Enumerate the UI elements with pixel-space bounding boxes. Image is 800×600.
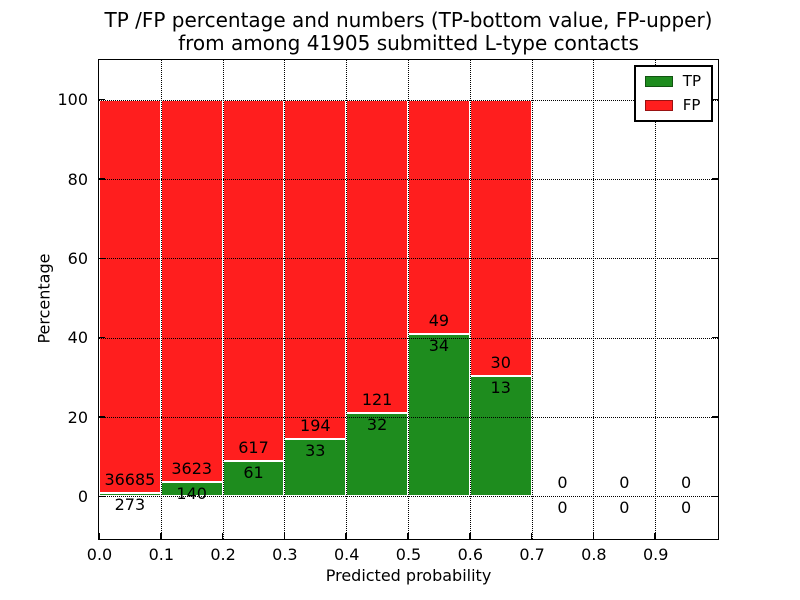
y-tick-label: 80 <box>67 169 88 189</box>
x-tick-label: 0.2 <box>210 545 236 564</box>
bar-value-label-fp: 0 <box>619 473 630 493</box>
fp-legend-swatch <box>644 100 673 111</box>
bar-value-label-fp: 30 <box>490 353 511 373</box>
bar-value-label-tp: 32 <box>366 415 388 435</box>
y-tick-label: 40 <box>67 328 88 348</box>
bar-value-label-tp: 140 <box>176 483 207 503</box>
tp-legend-swatch <box>644 76 673 87</box>
v-gridline <box>408 60 409 539</box>
y-tick-label: 0 <box>77 486 88 506</box>
x-tick-label: 0.5 <box>395 545 422 564</box>
x-tick-label: 0.6 <box>457 545 484 564</box>
chart-title-line-2: from among 41905 submitted L-type contac… <box>178 31 639 55</box>
x-tick-label: 0.3 <box>272 545 298 564</box>
v-gridline <box>469 60 471 539</box>
bar-value-label-fp: 121 <box>361 390 393 410</box>
legend-row-fp: FP <box>644 96 701 114</box>
bar-value-label-tp: 0 <box>557 498 568 518</box>
v-gridline <box>593 60 595 539</box>
legend-row-tp: TP <box>644 72 701 90</box>
bar-value-label-fp: 49 <box>428 310 450 330</box>
y-tick-label: 60 <box>67 248 88 268</box>
bar-value-label-fp: 0 <box>557 473 568 493</box>
bar-segment-fp <box>160 99 223 482</box>
v-gridline <box>531 60 533 539</box>
bar-value-label-tp: 0 <box>681 498 692 518</box>
x-tick-label: 0.1 <box>148 545 175 564</box>
v-gridline <box>222 60 224 539</box>
bar-segment-tp <box>284 438 347 497</box>
chart-title-line-1: TP /FP percentage and numbers (TP-bottom… <box>104 8 713 32</box>
bar-segment-fp <box>284 99 347 439</box>
bar-value-label-fp: 36685 <box>104 470 156 490</box>
bar-segment-fp <box>222 99 285 461</box>
x-tick-label: 0.7 <box>519 545 545 564</box>
v-gridline <box>655 60 657 539</box>
bar-segment-fp <box>99 99 161 494</box>
bar-value-label-tp: 34 <box>428 335 450 355</box>
bar-value-label-fp: 194 <box>300 415 331 435</box>
bar-value-label-tp: 13 <box>490 378 511 398</box>
bar-segment-tp <box>408 333 470 497</box>
bar-value-label-tp: 273 <box>114 495 146 515</box>
tp-legend-label: TP <box>682 72 701 90</box>
bar-segment-fp <box>469 99 532 377</box>
bar-value-label-fp: 0 <box>681 473 692 493</box>
x-tick-label: 0.0 <box>86 545 113 564</box>
bar-segment-tp <box>99 493 161 497</box>
x-axis-label: Predicted probability <box>325 566 492 585</box>
x-tick-label: 0.4 <box>333 545 360 564</box>
y-tick-label: 20 <box>67 407 88 427</box>
v-gridline <box>346 60 348 539</box>
x-tick-label: 0.8 <box>581 545 607 564</box>
x-tick-label: 0.9 <box>642 545 669 564</box>
fp-legend-label: FP <box>682 96 701 114</box>
bar-segment-fp <box>346 99 408 414</box>
bar-value-label-fp: 3623 <box>171 458 213 478</box>
v-gridline <box>284 60 286 539</box>
x-tick-mark <box>98 533 100 539</box>
bar-segment-fp <box>408 99 470 334</box>
bar-value-label-tp: 0 <box>619 498 630 518</box>
y-tick-label: 100 <box>57 90 88 110</box>
plot-area: TP FP 36685 273 3623 140 617 61 194 33 121 32 49 34… <box>98 59 719 540</box>
v-gridline <box>160 60 162 539</box>
bar-value-label-tp: 33 <box>305 440 326 460</box>
bar-segment-tp <box>222 460 285 497</box>
bar-value-label-tp: 61 <box>243 462 264 482</box>
bar-value-label-fp: 617 <box>238 437 269 457</box>
legend: TP FP <box>633 65 713 122</box>
chart-title: TP /FP percentage and numbers (TP-bottom… <box>8 9 800 55</box>
